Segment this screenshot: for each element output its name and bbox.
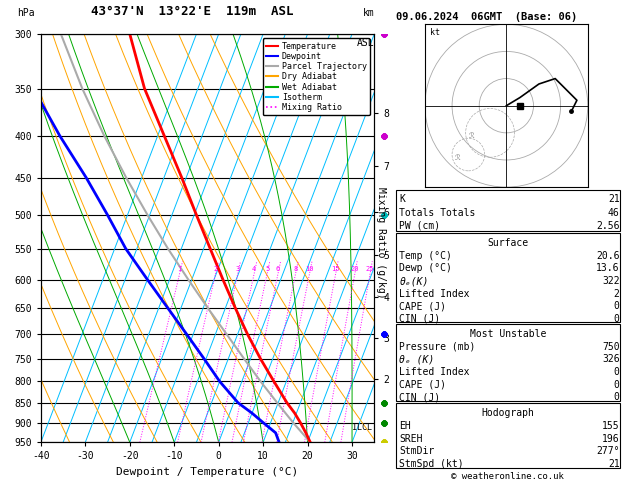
- Text: 0: 0: [614, 380, 620, 390]
- X-axis label: Dewpoint / Temperature (°C): Dewpoint / Temperature (°C): [116, 467, 299, 477]
- Text: 15: 15: [331, 265, 340, 272]
- Text: 2: 2: [213, 265, 218, 272]
- Text: CIN (J): CIN (J): [399, 314, 440, 324]
- Text: 0: 0: [614, 301, 620, 312]
- Text: CAPE (J): CAPE (J): [399, 380, 447, 390]
- Text: Mixing Ratio (g/kg): Mixing Ratio (g/kg): [376, 187, 386, 299]
- Text: 09.06.2024  06GMT  (Base: 06): 09.06.2024 06GMT (Base: 06): [396, 12, 577, 22]
- Text: 21: 21: [608, 459, 620, 469]
- Text: Hodograph: Hodograph: [481, 408, 535, 418]
- Text: θₑ(K): θₑ(K): [399, 276, 429, 286]
- Text: ℛ: ℛ: [469, 133, 474, 139]
- Text: EH: EH: [399, 421, 411, 431]
- Text: 6: 6: [276, 265, 280, 272]
- Text: Lifted Index: Lifted Index: [399, 289, 470, 299]
- Text: 25: 25: [366, 265, 374, 272]
- Text: 750: 750: [602, 342, 620, 352]
- Text: 322: 322: [602, 276, 620, 286]
- Text: 10: 10: [305, 265, 314, 272]
- Text: CAPE (J): CAPE (J): [399, 301, 447, 312]
- Text: 155: 155: [602, 421, 620, 431]
- Text: 21: 21: [608, 194, 620, 205]
- Text: Totals Totals: Totals Totals: [399, 208, 476, 218]
- Text: Pressure (mb): Pressure (mb): [399, 342, 476, 352]
- Text: hPa: hPa: [18, 8, 35, 17]
- Text: Lifted Index: Lifted Index: [399, 367, 470, 377]
- Text: 196: 196: [602, 434, 620, 444]
- Text: 13.6: 13.6: [596, 263, 620, 274]
- Text: km: km: [362, 8, 374, 17]
- Text: © weatheronline.co.uk: © weatheronline.co.uk: [452, 472, 564, 481]
- Text: 1: 1: [177, 265, 182, 272]
- Text: 0: 0: [614, 367, 620, 377]
- Text: 2: 2: [614, 289, 620, 299]
- Text: CIN (J): CIN (J): [399, 392, 440, 402]
- Text: ℛ: ℛ: [455, 155, 460, 161]
- Text: 20.6: 20.6: [596, 251, 620, 261]
- Text: SREH: SREH: [399, 434, 423, 444]
- Text: 326: 326: [602, 354, 620, 364]
- Text: Most Unstable: Most Unstable: [470, 329, 546, 339]
- Text: 43°37'N  13°22'E  119m  ASL: 43°37'N 13°22'E 119m ASL: [91, 5, 293, 17]
- Text: 2.56: 2.56: [596, 221, 620, 231]
- Text: 1LCL: 1LCL: [352, 423, 372, 432]
- Text: Dewp (°C): Dewp (°C): [399, 263, 452, 274]
- Text: 46: 46: [608, 208, 620, 218]
- Text: Surface: Surface: [487, 238, 528, 248]
- Text: 8: 8: [294, 265, 298, 272]
- Text: 4: 4: [252, 265, 256, 272]
- Text: Temp (°C): Temp (°C): [399, 251, 452, 261]
- Text: 0: 0: [614, 392, 620, 402]
- Legend: Temperature, Dewpoint, Parcel Trajectory, Dry Adiabat, Wet Adiabat, Isotherm, Mi: Temperature, Dewpoint, Parcel Trajectory…: [262, 38, 370, 115]
- Text: PW (cm): PW (cm): [399, 221, 440, 231]
- Text: ASL: ASL: [357, 38, 374, 48]
- Text: θₑ (K): θₑ (K): [399, 354, 435, 364]
- Text: StmDir: StmDir: [399, 446, 435, 456]
- Text: 277°: 277°: [596, 446, 620, 456]
- Text: K: K: [399, 194, 405, 205]
- Text: kt: kt: [430, 28, 440, 37]
- Text: 3: 3: [236, 265, 240, 272]
- Text: 5: 5: [265, 265, 269, 272]
- Text: 20: 20: [350, 265, 359, 272]
- Text: 0: 0: [614, 314, 620, 324]
- Text: StmSpd (kt): StmSpd (kt): [399, 459, 464, 469]
